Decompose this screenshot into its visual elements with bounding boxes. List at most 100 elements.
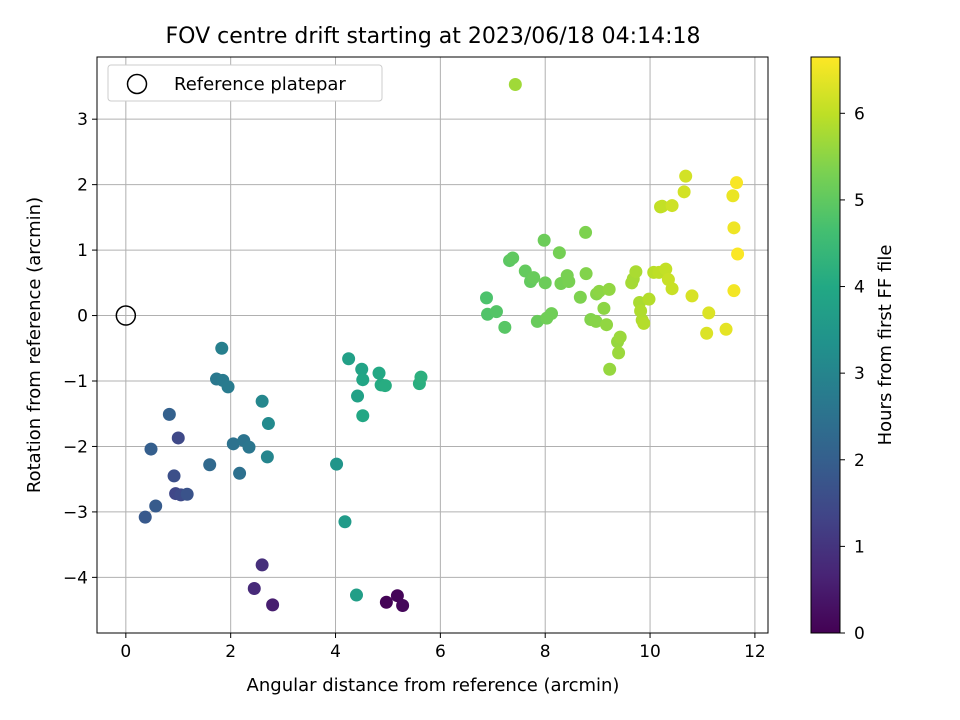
data-point <box>351 389 365 403</box>
data-point <box>719 322 733 336</box>
data-point <box>167 469 181 483</box>
x-tick-label: 8 <box>540 642 551 662</box>
x-tick-label: 12 <box>744 642 766 662</box>
colorbar-tick-label: 2 <box>854 451 865 471</box>
data-point <box>261 417 275 431</box>
legend: Reference platepar <box>107 64 383 102</box>
data-point <box>679 169 693 183</box>
y-tick-label: 0 <box>77 307 88 327</box>
data-point <box>221 380 235 394</box>
data-point <box>573 290 587 304</box>
x-tick-label: 2 <box>225 642 236 662</box>
data-point <box>138 510 152 524</box>
data-point <box>349 588 363 602</box>
colorbar-tick-label: 1 <box>854 537 865 557</box>
data-point <box>226 437 240 451</box>
data-point <box>372 366 386 380</box>
data-point <box>390 589 404 603</box>
data-point <box>149 499 163 513</box>
y-tick-label: 2 <box>77 176 88 196</box>
data-point <box>592 284 606 298</box>
data-point <box>600 318 614 332</box>
data-point <box>255 394 269 408</box>
data-point <box>233 466 247 480</box>
data-point <box>552 246 566 260</box>
data-point <box>603 362 617 376</box>
data-point <box>629 265 643 279</box>
y-axis-ticks: −4 −3 −2 −1 0 1 2 3 <box>63 110 97 588</box>
data-point <box>613 330 627 344</box>
data-point <box>544 307 558 321</box>
data-point <box>597 301 611 315</box>
data-point <box>665 282 679 296</box>
colorbar-ticks: 0 1 2 3 4 5 6 <box>840 104 865 644</box>
y-tick-label: −3 <box>63 503 88 523</box>
data-point <box>655 199 669 213</box>
y-tick-label: −4 <box>63 568 88 588</box>
data-point <box>685 289 699 303</box>
data-point <box>727 284 741 298</box>
data-point <box>506 251 520 265</box>
colorbar-tick-label: 5 <box>854 191 865 211</box>
x-tick-label: 4 <box>330 642 341 662</box>
x-tick-label: 6 <box>435 642 446 662</box>
colorbar-gradient <box>810 56 841 634</box>
x-tick-label: 10 <box>639 642 661 662</box>
data-point <box>355 362 369 376</box>
data-point <box>731 247 745 261</box>
data-point <box>330 457 344 471</box>
data-point <box>266 598 280 612</box>
data-point <box>171 431 185 445</box>
data-point <box>700 326 714 340</box>
data-point <box>489 305 503 319</box>
data-point <box>260 450 274 464</box>
legend-box <box>107 64 383 102</box>
data-point <box>677 185 691 199</box>
data-point <box>338 515 352 529</box>
y-tick-label: 1 <box>77 241 88 261</box>
data-point <box>727 221 741 235</box>
data-point <box>726 189 740 203</box>
data-point <box>612 346 626 360</box>
data-point <box>659 262 673 276</box>
data-point <box>378 379 392 393</box>
legend-marker <box>126 73 148 95</box>
colorbar: 0 1 2 3 4 5 6 Hours from first FF file <box>810 56 896 644</box>
data-point <box>247 581 261 595</box>
data-point <box>396 599 410 613</box>
y-tick-label: −1 <box>63 372 88 392</box>
x-axis-ticks: 0 2 4 6 8 10 12 <box>120 633 766 662</box>
reference-marker <box>115 305 137 326</box>
data-point <box>144 442 158 456</box>
data-point <box>538 276 552 290</box>
data-point <box>162 407 176 421</box>
data-point <box>342 352 356 366</box>
reference-point <box>115 305 137 326</box>
y-axis-label: Rotation from reference (arcmin) <box>24 197 45 493</box>
data-point <box>527 271 541 285</box>
legend-label: Reference platepar <box>174 74 346 95</box>
data-point <box>562 275 576 289</box>
data-point <box>255 558 269 572</box>
data-point <box>356 373 370 387</box>
chart-title: FOV centre drift starting at 2023/06/18 … <box>166 24 701 49</box>
data-point <box>642 292 656 306</box>
data-point <box>242 440 256 454</box>
data-point <box>479 291 493 305</box>
data-point <box>579 225 593 239</box>
data-point <box>379 595 393 609</box>
colorbar-tick-label: 6 <box>854 104 865 124</box>
colorbar-label: Hours from first FF file <box>875 245 896 446</box>
plot-frame <box>96 56 769 634</box>
data-point <box>602 282 616 296</box>
data-point <box>203 458 217 472</box>
data-point <box>637 316 651 330</box>
y-tick-label: 3 <box>77 110 88 130</box>
data-point <box>498 320 512 334</box>
data-point <box>665 199 679 213</box>
data-points <box>138 77 745 613</box>
data-point <box>180 487 194 501</box>
data-point <box>730 176 744 190</box>
data-point <box>508 77 522 91</box>
